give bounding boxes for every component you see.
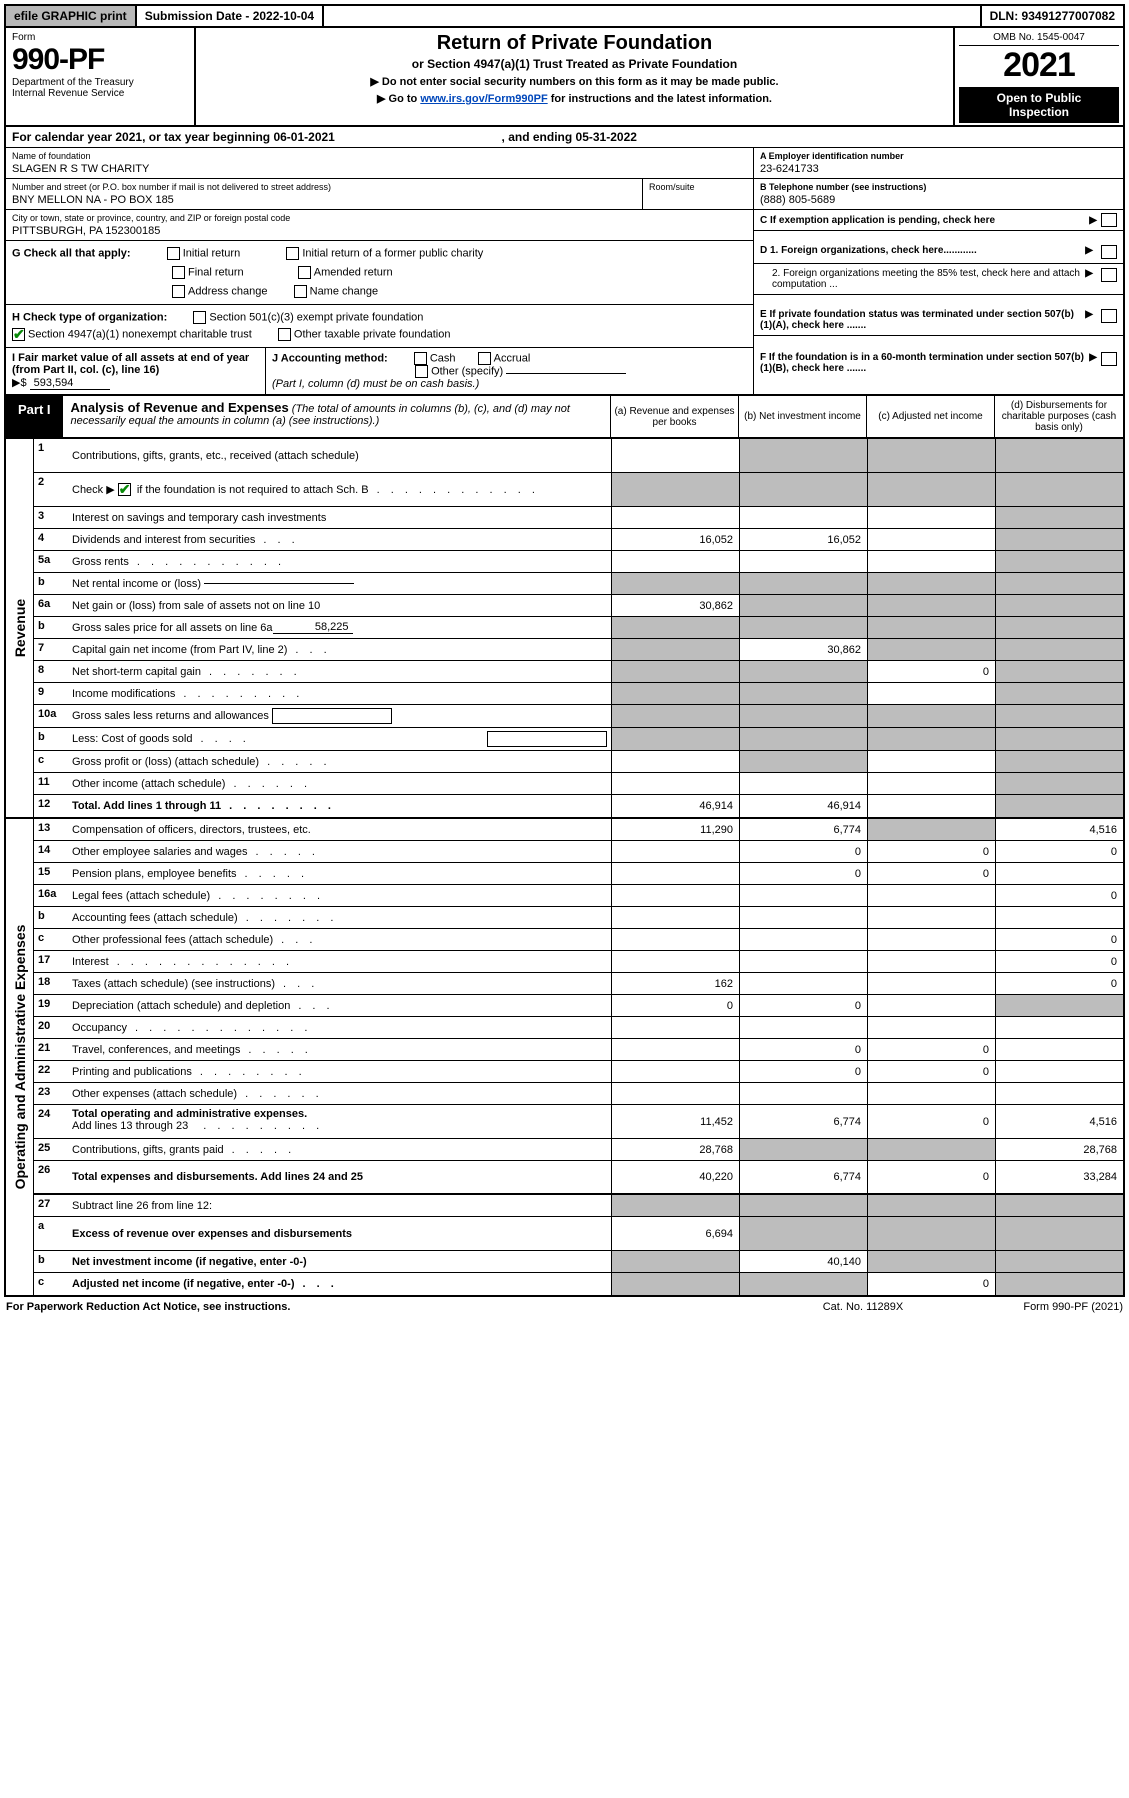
revenue-grid: Revenue 1Contributions, gifts, grants, e… xyxy=(4,439,1125,819)
fmv-value: 593,594 xyxy=(30,377,110,390)
form-title: Return of Private Foundation xyxy=(204,32,945,55)
check-section-g: G Check all that apply: Initial return I… xyxy=(4,241,1125,305)
checkbox-d1[interactable] xyxy=(1101,245,1117,259)
omb-number: OMB No. 1545-0047 xyxy=(959,30,1119,46)
checkbox-other-taxable[interactable] xyxy=(278,328,291,341)
top-bar: efile GRAPHIC print Submission Date - 20… xyxy=(4,4,1125,28)
form-subtitle: or Section 4947(a)(1) Trust Treated as P… xyxy=(204,57,945,71)
foundation-name: SLAGEN R S TW CHARITY xyxy=(12,163,747,175)
address-cell: Number and street (or P.O. box number if… xyxy=(6,179,643,210)
form-word: Form xyxy=(12,32,188,43)
checkbox-f[interactable] xyxy=(1101,352,1117,366)
checkbox-4947[interactable] xyxy=(12,328,25,341)
expenses-side-label: Operating and Administrative Expenses xyxy=(6,819,34,1295)
open-inspection: Open to Public Inspection xyxy=(959,87,1119,123)
entity-info: Name of foundation SLAGEN R S TW CHARITY… xyxy=(4,148,1125,241)
checkbox-initial-former[interactable] xyxy=(286,247,299,260)
col-d-head: (d) Disbursements for charitable purpose… xyxy=(995,396,1123,437)
checkbox-address[interactable] xyxy=(172,285,185,298)
d1-cell: D 1. Foreign organizations, check here..… xyxy=(754,241,1123,264)
checkbox-c[interactable] xyxy=(1101,213,1117,227)
city-value: PITTSBURGH, PA 152300185 xyxy=(12,225,747,237)
submission-date: Submission Date - 2022-10-04 xyxy=(137,6,322,26)
note-2: ▶ Go to www.irs.gov/Form990PF for instru… xyxy=(204,92,945,105)
part1-title: Analysis of Revenue and Expenses (The to… xyxy=(63,396,611,437)
checkbox-d2[interactable] xyxy=(1101,268,1117,282)
part1-header: Part I Analysis of Revenue and Expenses … xyxy=(4,396,1125,439)
dept-label: Department of the Treasury xyxy=(12,77,188,88)
footer-left: For Paperwork Reduction Act Notice, see … xyxy=(6,1301,783,1313)
period-begin: 06-01-2021 xyxy=(273,130,334,144)
ein-value: 23-6241733 xyxy=(760,163,1117,175)
page-footer: For Paperwork Reduction Act Notice, see … xyxy=(4,1297,1125,1317)
g-options: G Check all that apply: Initial return I… xyxy=(6,241,753,305)
e-cell: E If private foundation status was termi… xyxy=(754,305,1123,336)
ijf-row: I Fair market value of all assets at end… xyxy=(4,348,1125,396)
d2-cell: 2. Foreign organizations meeting the 85%… xyxy=(754,264,1123,295)
header-left: Form 990-PF Department of the Treasury I… xyxy=(6,28,196,125)
expenses-grid: Operating and Administrative Expenses 13… xyxy=(4,819,1125,1297)
checkbox-initial[interactable] xyxy=(167,247,180,260)
footer-form: Form 990-PF (2021) xyxy=(943,1301,1123,1313)
phone-value: (888) 805-5689 xyxy=(760,194,1117,206)
irs-link[interactable]: www.irs.gov/Form990PF xyxy=(420,93,547,105)
col-b-head: (b) Net investment income xyxy=(739,396,867,437)
f-block: F If the foundation is in a 60-month ter… xyxy=(753,348,1123,394)
calendar-year-row: For calendar year 2021, or tax year begi… xyxy=(4,127,1125,148)
irs-label: Internal Revenue Service xyxy=(12,88,188,99)
check-section-h: H Check type of organization: Section 50… xyxy=(4,305,1125,348)
h-options: H Check type of organization: Section 50… xyxy=(6,305,753,348)
header-center: Return of Private Foundation or Section … xyxy=(196,28,953,125)
checkbox-name[interactable] xyxy=(294,285,307,298)
header-right: OMB No. 1545-0047 2021 Open to Public In… xyxy=(953,28,1123,125)
foundation-name-cell: Name of foundation SLAGEN R S TW CHARITY xyxy=(6,148,753,179)
efile-label: efile GRAPHIC print xyxy=(6,6,135,26)
col-c-head: (c) Adjusted net income xyxy=(867,396,995,437)
checkbox-schb[interactable] xyxy=(118,483,131,496)
note-1: ▶ Do not enter social security numbers o… xyxy=(204,75,945,88)
form-number: 990-PF xyxy=(12,43,188,77)
address: BNY MELLON NA - PO BOX 185 xyxy=(12,194,636,206)
footer-cat: Cat. No. 11289X xyxy=(783,1301,943,1313)
checkbox-cash[interactable] xyxy=(414,352,427,365)
i-block: I Fair market value of all assets at end… xyxy=(6,348,266,394)
j-block: J Accounting method: Cash Accrual Other … xyxy=(266,348,753,394)
checkbox-accrual[interactable] xyxy=(478,352,491,365)
checkbox-amended[interactable] xyxy=(298,266,311,279)
phone-cell: B Telephone number (see instructions) (8… xyxy=(754,179,1123,210)
checkbox-501c3[interactable] xyxy=(193,311,206,324)
dln-label: DLN: 93491277007082 xyxy=(982,6,1123,26)
city-cell: City or town, state or province, country… xyxy=(6,210,753,241)
spacer xyxy=(324,6,979,26)
period-end: 05-31-2022 xyxy=(576,130,637,144)
revenue-side-label: Revenue xyxy=(6,439,34,817)
c-exemption-cell: C If exemption application is pending, c… xyxy=(754,210,1123,231)
checkbox-other-acct[interactable] xyxy=(415,365,428,378)
room-cell: Room/suite xyxy=(643,179,753,210)
tax-year: 2021 xyxy=(959,46,1119,85)
col-a-head: (a) Revenue and expenses per books xyxy=(611,396,739,437)
part1-label: Part I xyxy=(6,396,63,437)
checkbox-final[interactable] xyxy=(172,266,185,279)
ein-cell: A Employer identification number 23-6241… xyxy=(754,148,1123,179)
form-header: Form 990-PF Department of the Treasury I… xyxy=(4,28,1125,127)
checkbox-e[interactable] xyxy=(1101,309,1117,323)
